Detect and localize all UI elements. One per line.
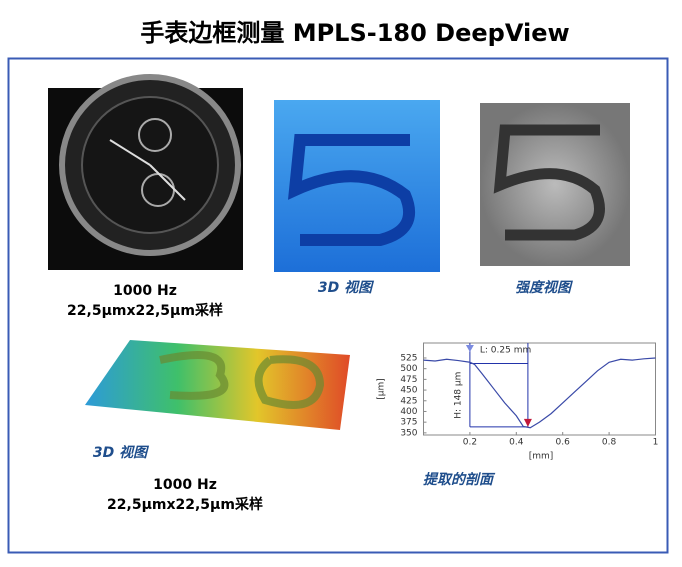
cursor-marker [465,345,474,352]
x-tick-label: 0.2 [463,438,477,448]
y-tick-label: 400 [400,407,417,417]
caption: 3D 视图 [93,444,149,461]
annotation: L: 0.25 mm [480,346,531,356]
caption: 强度视图 [515,279,573,296]
annotation: H: 148 µm [453,372,463,419]
x-tick-label: 0.4 [509,438,524,448]
caption: 22,5µmx22,5µm采样 [107,496,263,513]
watch-image [48,74,243,270]
y-tick-label: 525 [400,353,417,363]
x-tick-label: 1 [653,438,659,448]
x-tick-label: 0.6 [556,438,571,448]
title: 手表边框测量 MPLS-180 DeepView [140,19,569,47]
y-tick-label: 375 [400,418,417,428]
y-tick-label: 475 [400,375,417,385]
cursor-marker [523,418,532,427]
surface-image [85,340,350,430]
caption: 22,5µmx22,5µm采样 [67,302,223,319]
y-tick-label: 500 [400,364,417,374]
y-tick-label: 450 [400,386,417,396]
x-axis-label: [mm] [529,452,554,462]
y-tick-label: 425 [400,396,417,406]
y-axis-label: [µm] [377,378,387,400]
y-tick-label: 350 [400,428,417,438]
caption: 3D 视图 [318,279,374,296]
caption: 提取的剖面 [423,471,496,488]
caption: 1000 Hz [153,477,217,493]
frame [7,57,669,554]
plot-frame [423,342,656,436]
caption: 1000 Hz [113,283,177,299]
profile-line [423,357,656,429]
view3d-image [274,100,440,272]
x-tick-label: 0.8 [602,438,617,448]
intensity-image [480,103,630,266]
